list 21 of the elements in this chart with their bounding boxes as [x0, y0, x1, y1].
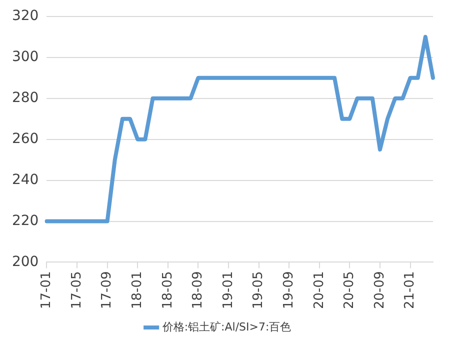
y-tick-label: 320: [12, 8, 39, 24]
x-tick-label: 17-09: [100, 271, 115, 310]
y-tick-label: 220: [12, 212, 39, 229]
x-tick-label: 18-09: [190, 271, 206, 310]
y-tick-label: 260: [12, 130, 39, 147]
x-tick-label: 20-05: [342, 271, 358, 310]
y-tick-label: 200: [12, 254, 39, 270]
y-tick-label: 280: [12, 90, 39, 106]
x-tick-label: 19-05: [251, 271, 266, 310]
legend-label: 价格:铝土矿:Al/SI>7:百色: [161, 320, 292, 334]
x-tick-label: 17-01: [39, 271, 54, 310]
y-tick-label: 240: [12, 172, 39, 188]
x-tick-label: 19-01: [220, 271, 236, 310]
x-tick-label: 18-01: [130, 271, 145, 310]
x-tick-label: 18-05: [160, 271, 176, 310]
x-tick-label: 20-09: [372, 271, 388, 310]
x-tick-label: 17-05: [69, 271, 84, 310]
x-tick-label: 21-01: [402, 271, 418, 310]
x-tick-label: 19-09: [281, 271, 296, 310]
y-tick-label: 300: [12, 49, 39, 66]
x-tick-label: 20-01: [312, 271, 327, 310]
